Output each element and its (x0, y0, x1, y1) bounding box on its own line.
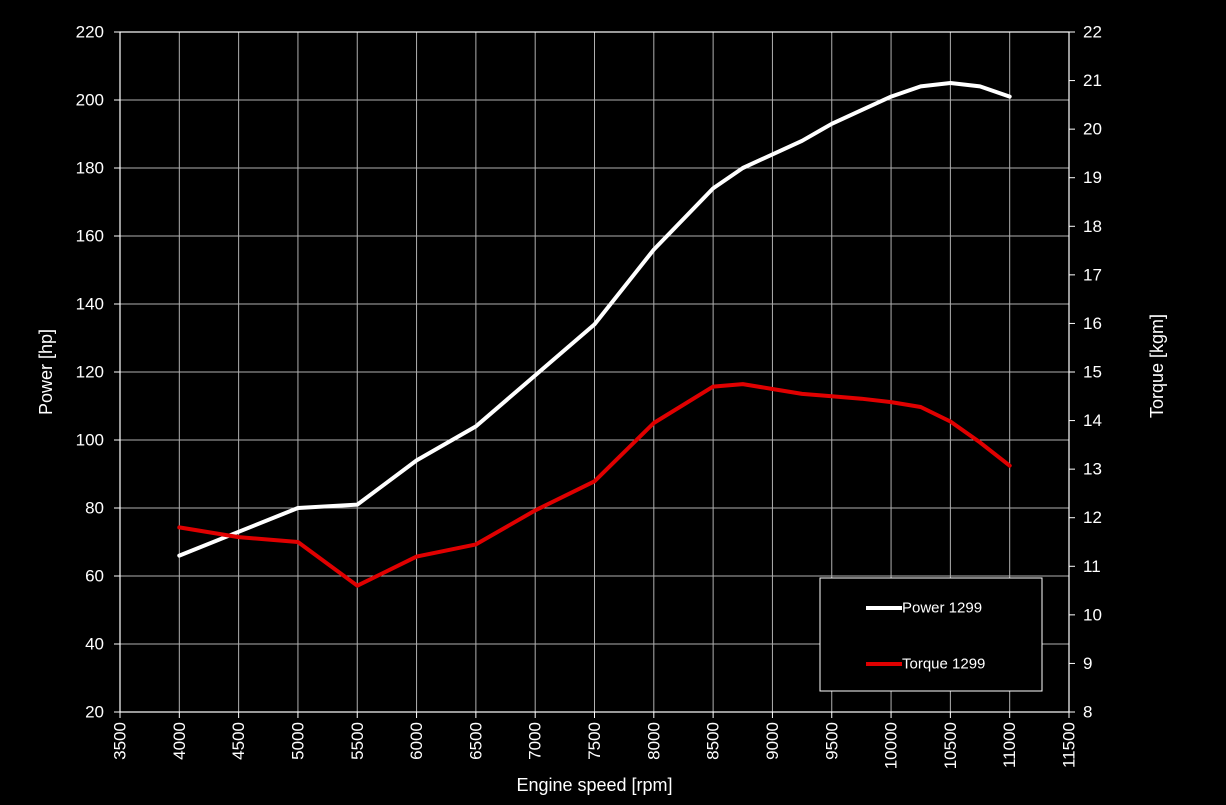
y2-tick-label: 12 (1083, 508, 1102, 527)
y-axis-title-right: Torque [kgm] (1147, 314, 1167, 418)
y2-tick-label: 8 (1083, 703, 1092, 722)
y2-tick-label: 21 (1083, 71, 1102, 90)
x-tick-label: 11000 (1000, 722, 1019, 768)
x-tick-label: 11500 (1060, 722, 1079, 768)
y2-tick-label: 17 (1083, 265, 1102, 284)
x-tick-label: 4500 (229, 722, 248, 760)
y-tick-label: 120 (76, 363, 104, 382)
y-tick-label: 180 (76, 159, 104, 178)
y2-tick-label: 15 (1083, 363, 1102, 382)
y-axis-title-left: Power [hp] (36, 329, 56, 415)
series-layer (177, 81, 1012, 588)
y-tick-label: 220 (76, 23, 104, 42)
y2-tick-label: 11 (1083, 557, 1101, 576)
tick-label-layer: 3500 4000 4500 5000 5500 6000 6500 7000 7500 8000… (76, 23, 1102, 770)
legend-label-power: Power 1299 (902, 600, 982, 617)
y2-tick-label: 20 (1083, 120, 1102, 139)
y2-tick-label: 10 (1083, 605, 1102, 624)
legend-box (819, 577, 1043, 692)
power-series-line (177, 81, 1012, 558)
x-tick-label: 9500 (822, 722, 841, 760)
y-tick-label: 160 (76, 227, 104, 246)
x-tick-label: 8000 (644, 722, 663, 760)
x-tick-label: 10000 (882, 722, 901, 769)
legend: Power 1299 Torque 1299 (819, 577, 1043, 692)
x-tick-label: 10500 (941, 722, 960, 769)
x-tick-label: 7000 (526, 722, 545, 760)
torque-series-line (177, 382, 1012, 588)
y2-tick-label: 16 (1083, 314, 1102, 333)
y2-tick-label: 13 (1083, 460, 1102, 479)
y2-tick-label: 19 (1083, 168, 1102, 187)
y-tick-label: 60 (85, 567, 104, 586)
y-tick-label: 100 (76, 431, 104, 450)
y-tick-label: 40 (85, 635, 104, 654)
y-tick-label: 140 (76, 295, 104, 314)
y2-tick-label: 9 (1083, 654, 1092, 673)
x-tick-label: 8500 (704, 722, 723, 760)
y2-tick-label: 22 (1083, 23, 1102, 42)
x-tick-label: 5000 (288, 722, 307, 760)
y-tick-label: 200 (76, 91, 104, 110)
x-tick-label: 3500 (111, 722, 130, 760)
x-tick-label: 5500 (348, 722, 367, 760)
y2-tick-label: 14 (1083, 411, 1102, 430)
y-tick-label: 20 (85, 703, 104, 722)
x-tick-label: 9000 (763, 722, 782, 760)
x-tick-label: 6500 (466, 722, 485, 760)
y2-tick-label: 18 (1083, 217, 1102, 236)
x-tick-label: 4000 (170, 722, 189, 760)
x-axis-title: Engine speed [rpm] (516, 775, 672, 795)
x-tick-label: 6000 (407, 722, 426, 760)
x-tick-label: 7500 (585, 722, 604, 760)
y-tick-label: 80 (85, 499, 104, 518)
legend-label-torque: Torque 1299 (902, 656, 985, 673)
